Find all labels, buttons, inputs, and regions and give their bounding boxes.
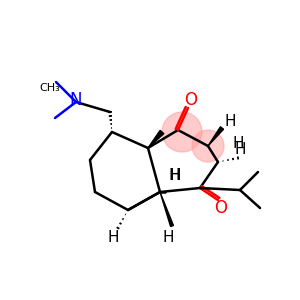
Text: H: H: [162, 230, 174, 245]
Polygon shape: [208, 127, 224, 146]
Text: H: H: [234, 142, 246, 158]
Text: CH₃: CH₃: [40, 83, 60, 93]
Text: H: H: [169, 167, 181, 182]
Text: O: O: [214, 199, 227, 217]
Text: H: H: [232, 136, 244, 152]
Text: H: H: [168, 169, 180, 184]
Polygon shape: [148, 130, 164, 148]
Circle shape: [162, 112, 202, 152]
Circle shape: [192, 130, 224, 162]
Text: H: H: [224, 115, 236, 130]
Polygon shape: [160, 192, 173, 226]
Text: N: N: [70, 91, 82, 109]
Text: O: O: [184, 91, 197, 109]
Text: H: H: [107, 230, 119, 245]
